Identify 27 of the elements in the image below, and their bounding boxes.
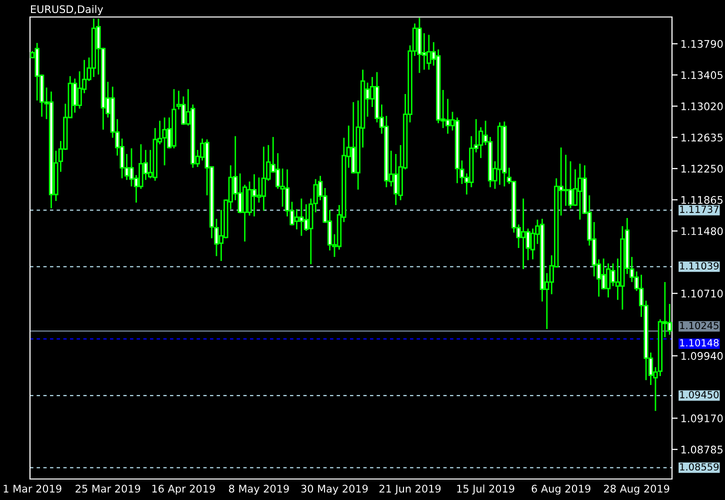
- y-tick-label: 1.12250: [681, 164, 723, 173]
- chart-title: EURUSD,Daily: [31, 5, 104, 16]
- y-tick-label: 1.13020: [681, 102, 723, 110]
- x-tick-label: 16 Apr 2019: [152, 484, 215, 495]
- x-tick-label: 21 Jun 2019: [379, 484, 441, 495]
- y-tick-label: 1.13790: [681, 40, 723, 48]
- ref-line-label: 1.08559: [680, 463, 719, 471]
- y-tick-label: 1.09940: [681, 352, 723, 360]
- y-tick-label: 1.13405: [681, 71, 722, 80]
- y-tick-label: 1.09170: [681, 414, 723, 422]
- x-tick-label: 25 Mar 2019: [76, 484, 140, 493]
- y-tick-label: 1.11480: [681, 227, 723, 236]
- y-tick-label: 1.08785: [681, 446, 722, 454]
- x-tick-label: 1 Mar 2019: [4, 484, 62, 493]
- ref-line-label: 1.10245: [680, 322, 718, 330]
- x-tick-label: 30 May 2019: [301, 484, 368, 495]
- x-tick-label: 8 May 2019: [229, 484, 289, 495]
- ref-line-label: 1.11737: [680, 206, 718, 213]
- ref-line-label: 1.11039: [680, 262, 719, 270]
- y-tick-label: 1.11865: [681, 196, 722, 204]
- x-tick-label: 28 Aug 2019: [604, 484, 670, 495]
- x-tick-label: 15 Jul 2019: [457, 484, 514, 495]
- ref-line-label: 1.09450: [680, 390, 719, 398]
- y-tick-label: 1.10710: [681, 290, 723, 298]
- x-tick-label: 6 Aug 2019: [532, 484, 590, 495]
- y-tick-label: 1.12635: [681, 134, 722, 142]
- ref-line-label: 1.10148: [680, 339, 719, 346]
